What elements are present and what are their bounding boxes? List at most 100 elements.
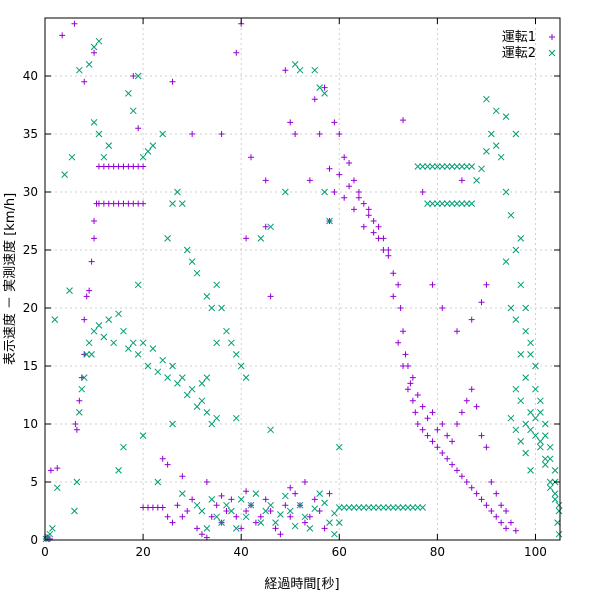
data-point	[414, 421, 421, 427]
data-point	[380, 504, 387, 511]
data-point	[139, 432, 147, 439]
data-point	[287, 484, 294, 491]
data-point	[483, 444, 490, 451]
y-tick-label: 35	[23, 127, 38, 141]
data-point	[541, 455, 549, 463]
data-point	[115, 467, 122, 474]
data-point	[267, 508, 274, 514]
data-point	[375, 504, 382, 511]
data-point	[129, 339, 137, 347]
data-point	[507, 414, 515, 422]
data-point	[458, 473, 465, 480]
data-point	[232, 525, 240, 532]
data-point	[277, 511, 284, 518]
data-point	[443, 163, 451, 170]
data-point	[434, 163, 441, 170]
data-point	[262, 177, 269, 184]
data-point	[541, 461, 549, 468]
data-point	[463, 200, 471, 207]
data-point	[429, 438, 436, 445]
data-point	[149, 345, 157, 352]
data-point	[395, 281, 402, 288]
data-point	[183, 246, 191, 254]
data-point	[424, 163, 431, 170]
data-point	[277, 531, 284, 538]
data-point	[375, 223, 382, 230]
data-point	[134, 351, 142, 358]
data-point	[213, 339, 221, 347]
data-point	[341, 194, 348, 201]
y-tick-label: 25	[23, 243, 38, 257]
data-point	[178, 200, 186, 207]
data-point	[419, 504, 427, 511]
x-tick-label: 20	[135, 545, 150, 559]
data-point	[105, 142, 113, 149]
data-point	[100, 153, 108, 161]
data-point	[468, 163, 476, 170]
data-point	[331, 509, 338, 517]
data-point	[532, 414, 539, 422]
data-point	[243, 235, 250, 242]
data-point	[188, 258, 196, 265]
data-point	[407, 380, 414, 387]
data-point	[507, 211, 515, 219]
data-point	[492, 107, 500, 115]
data-point	[169, 78, 176, 85]
data-point	[193, 403, 201, 410]
data-point	[262, 496, 269, 503]
data-point	[213, 513, 221, 521]
y-tick-label: 0	[30, 533, 38, 547]
data-point	[493, 490, 500, 497]
data-point	[54, 465, 61, 472]
data-point	[512, 246, 520, 254]
data-point	[541, 432, 549, 439]
data-point	[326, 490, 333, 497]
data-point	[140, 163, 147, 170]
data-point	[203, 293, 211, 300]
data-point	[522, 420, 530, 428]
data-point	[95, 322, 103, 329]
data-point	[154, 368, 162, 376]
legend-marker	[548, 49, 556, 57]
data-point	[453, 163, 461, 170]
plot-frame	[44, 17, 561, 541]
data-point	[370, 229, 377, 236]
data-point	[164, 461, 171, 468]
data-point	[390, 293, 397, 300]
data-point	[174, 502, 181, 509]
data-point	[502, 258, 510, 265]
data-point	[478, 165, 485, 173]
data-point	[555, 501, 563, 509]
data-point	[88, 258, 95, 265]
data-point	[351, 177, 357, 184]
data-point	[306, 525, 314, 532]
data-point	[503, 525, 510, 532]
data-point	[439, 421, 446, 427]
data-point	[203, 409, 211, 416]
data-point	[434, 200, 441, 207]
data-point	[257, 513, 264, 520]
data-point	[208, 513, 215, 520]
data-point	[159, 504, 166, 511]
data-point	[267, 426, 274, 434]
data-point	[502, 188, 510, 196]
data-point	[321, 188, 328, 196]
data-point	[194, 525, 201, 532]
data-point	[507, 519, 514, 526]
data-point	[301, 513, 309, 521]
data-point	[95, 37, 103, 45]
data-point	[154, 478, 162, 486]
data-point	[316, 490, 324, 497]
data-point	[237, 362, 245, 370]
data-point	[301, 519, 308, 526]
data-point	[336, 171, 343, 178]
y-tick-label: 10	[23, 417, 38, 431]
data-point	[233, 49, 240, 56]
data-point	[85, 61, 93, 68]
data-point	[311, 96, 318, 103]
data-point	[478, 299, 485, 306]
data-point	[213, 414, 221, 422]
data-point	[248, 154, 254, 161]
data-point	[512, 426, 520, 434]
data-point	[365, 206, 372, 213]
